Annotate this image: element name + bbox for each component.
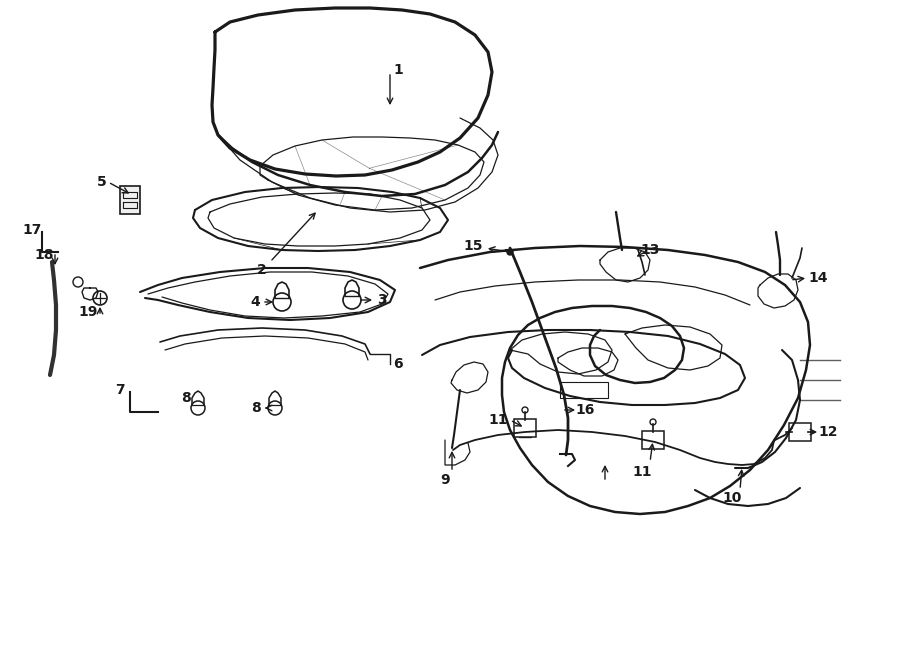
Text: 1: 1 (393, 63, 403, 77)
Text: 15: 15 (464, 239, 482, 253)
FancyBboxPatch shape (789, 423, 811, 441)
Text: 9: 9 (440, 473, 450, 487)
Text: 8: 8 (181, 391, 191, 405)
FancyBboxPatch shape (120, 186, 140, 214)
Text: 17: 17 (22, 223, 41, 237)
Text: 7: 7 (115, 383, 125, 397)
Text: 11: 11 (632, 465, 652, 479)
Text: 16: 16 (575, 403, 595, 417)
Text: 13: 13 (640, 243, 660, 257)
FancyBboxPatch shape (642, 431, 664, 449)
Text: 11: 11 (488, 413, 508, 427)
Text: 18: 18 (34, 248, 54, 262)
Text: 8: 8 (251, 401, 261, 415)
FancyBboxPatch shape (649, 437, 661, 447)
Text: 3: 3 (377, 293, 387, 307)
FancyBboxPatch shape (519, 427, 531, 437)
FancyBboxPatch shape (514, 419, 536, 437)
Text: 6: 6 (393, 357, 403, 371)
Circle shape (507, 249, 513, 255)
Text: 12: 12 (818, 425, 838, 439)
Text: 4: 4 (250, 295, 260, 309)
Text: 19: 19 (78, 305, 98, 319)
Text: 10: 10 (723, 491, 742, 505)
Text: 2: 2 (257, 263, 267, 277)
Text: 5: 5 (97, 175, 107, 189)
Text: 14: 14 (808, 271, 828, 285)
